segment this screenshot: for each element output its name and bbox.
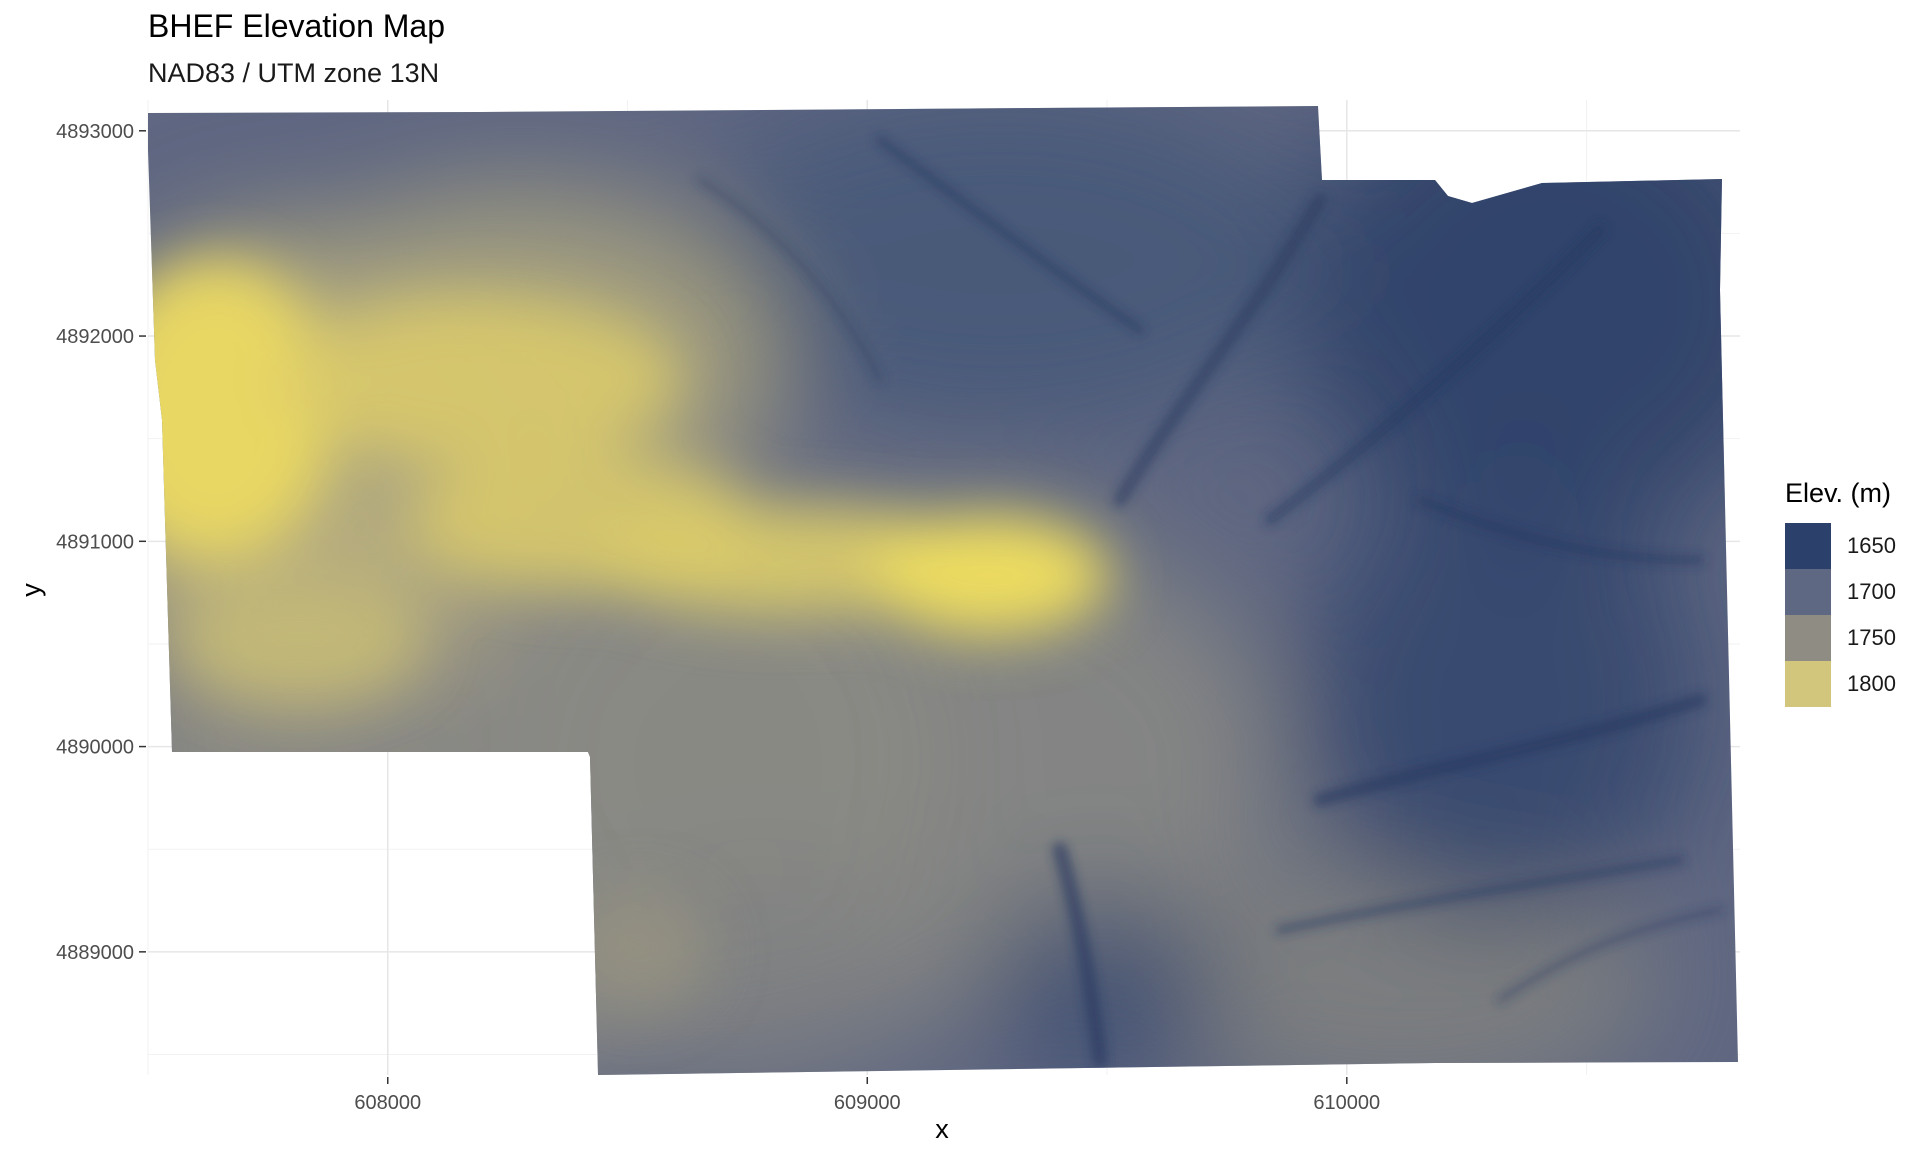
legend-swatch-1800 <box>1785 661 1831 707</box>
x-tick-label: 609000 <box>834 1092 901 1114</box>
legend-label: 1750 <box>1847 625 1896 650</box>
y-tick-label: 4889000 <box>56 942 134 964</box>
x-tick-label: 608000 <box>354 1092 421 1114</box>
legend-swatch-1650 <box>1785 523 1831 569</box>
terrain-ridges <box>148 260 1110 1010</box>
legend-label: 1800 <box>1847 671 1896 696</box>
legend-label: 1650 <box>1847 533 1896 558</box>
legend-swatch-1700 <box>1785 569 1831 615</box>
legend: Elev. (m) 1650 1700 1750 1800 <box>1785 478 1896 707</box>
y-tick-label: 4891000 <box>56 531 134 553</box>
terrain-valleys <box>696 135 1724 1068</box>
legend-title: Elev. (m) <box>1785 478 1891 508</box>
legend-swatch-1750 <box>1785 615 1831 661</box>
map-subtitle: NAD83 / UTM zone 13N <box>148 58 440 88</box>
y-tick-label: 4893000 <box>56 121 134 143</box>
legend-entry: 1700 <box>1785 569 1896 615</box>
legend-entry: 1800 <box>1785 661 1896 707</box>
legend-entry: 1750 <box>1785 615 1896 661</box>
axis-layer: 608000 609000 610000 4889000 4890000 4891000 4… <box>16 121 1380 1144</box>
x-tick-label: 610000 <box>1313 1092 1380 1114</box>
y-tick-label: 4890000 <box>56 737 134 759</box>
legend-label: 1700 <box>1847 579 1896 604</box>
map-title: BHEF Elevation Map <box>148 8 446 44</box>
x-axis-label: x <box>935 1114 949 1144</box>
y-axis-label: y <box>16 583 46 597</box>
legend-entry: 1650 <box>1785 523 1896 569</box>
y-tick-label: 4892000 <box>56 326 134 348</box>
